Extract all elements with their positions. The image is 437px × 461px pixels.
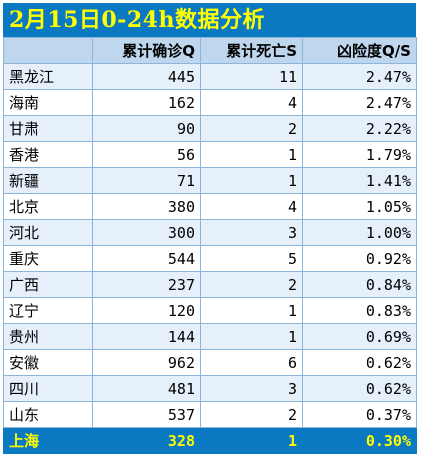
- cell-confirmed[interactable]: 90: [92, 115, 201, 142]
- cell-confirmed[interactable]: 962: [92, 349, 201, 376]
- cell-deaths[interactable]: 4: [200, 193, 303, 220]
- cell-risk[interactable]: 1.05%: [302, 193, 417, 220]
- cell-deaths[interactable]: 1: [200, 297, 303, 324]
- table-row: 河北 300 3 1.00%: [3, 219, 417, 246]
- cell-confirmed[interactable]: 328: [92, 427, 201, 454]
- table-row: 海南 162 4 2.47%: [3, 89, 417, 116]
- table-row: 四川 481 3 0.62%: [3, 375, 417, 402]
- cell-confirmed[interactable]: 300: [92, 219, 201, 246]
- header-row: 累计确诊Q 累计死亡S 凶险度Q/S: [3, 37, 417, 64]
- cell-risk[interactable]: 0.84%: [302, 271, 417, 298]
- cell-risk[interactable]: 1.79%: [302, 141, 417, 168]
- cell-deaths[interactable]: 1: [200, 167, 303, 194]
- cell-deaths[interactable]: 1: [200, 141, 303, 168]
- table-row: 山东 537 2 0.37%: [3, 401, 417, 428]
- cell-deaths[interactable]: 6: [200, 349, 303, 376]
- highlight-row: 上海 328 1 0.30%: [3, 427, 417, 454]
- cell-province[interactable]: 广西: [3, 271, 93, 298]
- cell-risk[interactable]: 0.92%: [302, 245, 417, 272]
- cell-province[interactable]: 甘肃: [3, 115, 93, 142]
- cell-risk[interactable]: 0.62%: [302, 349, 417, 376]
- cell-risk[interactable]: 0.62%: [302, 375, 417, 402]
- cell-confirmed[interactable]: 237: [92, 271, 201, 298]
- cell-risk[interactable]: 0.83%: [302, 297, 417, 324]
- cell-confirmed[interactable]: 71: [92, 167, 201, 194]
- cell-risk[interactable]: 0.69%: [302, 323, 417, 350]
- table-row: 广西 237 2 0.84%: [3, 271, 417, 298]
- cell-province[interactable]: 河北: [3, 219, 93, 246]
- cell-risk[interactable]: 0.37%: [302, 401, 417, 428]
- table-row: 新疆 71 1 1.41%: [3, 167, 417, 194]
- cell-province[interactable]: 新疆: [3, 167, 93, 194]
- cell-confirmed[interactable]: 544: [92, 245, 201, 272]
- cell-risk[interactable]: 2.47%: [302, 63, 417, 90]
- cell-confirmed[interactable]: 537: [92, 401, 201, 428]
- cell-province[interactable]: 重庆: [3, 245, 93, 272]
- cell-risk[interactable]: 1.00%: [302, 219, 417, 246]
- cell-province[interactable]: 四川: [3, 375, 93, 402]
- sheet-title: 2月15日0-24h数据分析: [3, 3, 416, 37]
- table-row: 辽宁 120 1 0.83%: [3, 297, 417, 324]
- cell-confirmed[interactable]: 144: [92, 323, 201, 350]
- cell-confirmed[interactable]: 120: [92, 297, 201, 324]
- cell-province[interactable]: 上海: [3, 427, 93, 454]
- cell-province[interactable]: 海南: [3, 89, 93, 116]
- cell-province[interactable]: 香港: [3, 141, 93, 168]
- cell-confirmed[interactable]: 162: [92, 89, 201, 116]
- cell-province[interactable]: 安徽: [3, 349, 93, 376]
- cell-confirmed[interactable]: 481: [92, 375, 201, 402]
- cell-risk[interactable]: 0.30%: [302, 427, 417, 454]
- cell-deaths[interactable]: 2: [200, 271, 303, 298]
- header-province[interactable]: [3, 37, 93, 64]
- cell-deaths[interactable]: 11: [200, 63, 303, 90]
- cell-deaths[interactable]: 2: [200, 401, 303, 428]
- cell-deaths[interactable]: 3: [200, 375, 303, 402]
- cell-deaths[interactable]: 1: [200, 427, 303, 454]
- cell-risk[interactable]: 1.41%: [302, 167, 417, 194]
- table-row: 重庆 544 5 0.92%: [3, 245, 417, 272]
- table-row: 北京 380 4 1.05%: [3, 193, 417, 220]
- cell-confirmed[interactable]: 380: [92, 193, 201, 220]
- cell-province[interactable]: 山东: [3, 401, 93, 428]
- table-row: 安徽 962 6 0.62%: [3, 349, 417, 376]
- cell-confirmed[interactable]: 445: [92, 63, 201, 90]
- cell-province[interactable]: 黑龙江: [3, 63, 93, 90]
- cell-deaths[interactable]: 5: [200, 245, 303, 272]
- header-risk[interactable]: 凶险度Q/S: [302, 37, 417, 64]
- table-row: 甘肃 90 2 2.22%: [3, 115, 417, 142]
- cell-province[interactable]: 北京: [3, 193, 93, 220]
- table-row: 香港 56 1 1.79%: [3, 141, 417, 168]
- table-row: 贵州 144 1 0.69%: [3, 323, 417, 350]
- cell-risk[interactable]: 2.22%: [302, 115, 417, 142]
- cell-province[interactable]: 辽宁: [3, 297, 93, 324]
- table-body: 黑龙江 445 11 2.47% 海南 162 4 2.47% 甘肃 90 2 …: [3, 63, 417, 454]
- header-deaths[interactable]: 累计死亡S: [200, 37, 303, 64]
- cell-deaths[interactable]: 4: [200, 89, 303, 116]
- header-confirmed[interactable]: 累计确诊Q: [92, 37, 201, 64]
- table-row: 黑龙江 445 11 2.47%: [3, 63, 417, 90]
- cell-risk[interactable]: 2.47%: [302, 89, 417, 116]
- cell-confirmed[interactable]: 56: [92, 141, 201, 168]
- cell-province[interactable]: 贵州: [3, 323, 93, 350]
- cell-deaths[interactable]: 1: [200, 323, 303, 350]
- cell-deaths[interactable]: 3: [200, 219, 303, 246]
- data-table: 累计确诊Q 累计死亡S 凶险度Q/S 黑龙江 445 11 2.47% 海南 1…: [3, 37, 417, 454]
- cell-deaths[interactable]: 2: [200, 115, 303, 142]
